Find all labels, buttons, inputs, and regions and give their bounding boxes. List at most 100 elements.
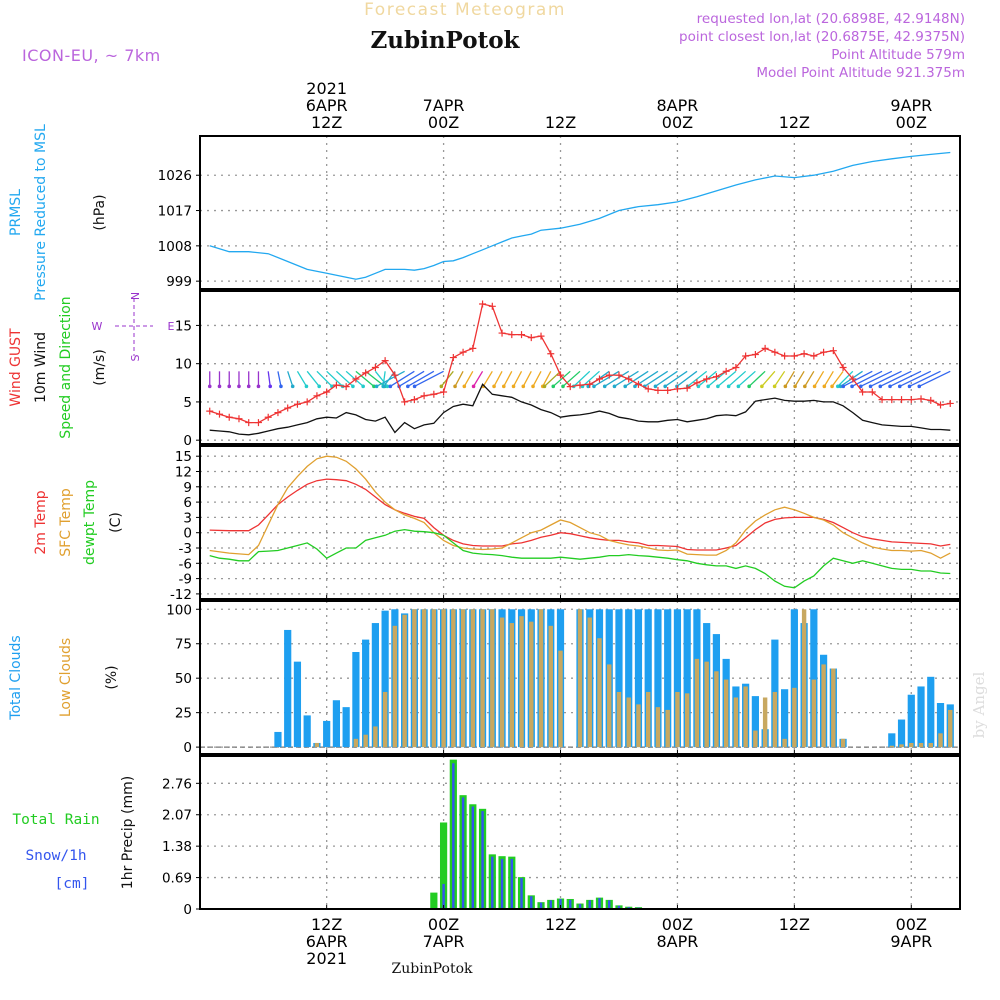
series-marker [595, 375, 603, 383]
wind-barb-head [382, 384, 386, 389]
low-cloud-bar [460, 609, 466, 748]
series-marker [712, 373, 720, 381]
low-cloud-bar [509, 623, 514, 748]
wind-barb-head [830, 384, 834, 389]
wind-barb [837, 370, 854, 387]
snow-bar [617, 905, 621, 909]
series-marker [576, 381, 584, 389]
series-marker [371, 364, 379, 371]
low-cloud-bar [490, 609, 495, 748]
low-cloud-bar [704, 661, 709, 748]
series-marker [537, 332, 545, 340]
low-cloud-bar [480, 609, 485, 748]
y-axis-label: 1hr Precip (mm) [120, 776, 136, 889]
y-tick-label: 10 [175, 357, 192, 373]
wind-barb-head [256, 384, 261, 389]
series-marker [225, 413, 233, 421]
y-axis-label: Total Clouds [8, 635, 24, 720]
low-cloud-bar [353, 738, 359, 748]
series-line [209, 528, 951, 589]
low-cloud-bar [548, 625, 553, 748]
wind-barb-head [561, 384, 565, 389]
compass-n-label: N [129, 292, 142, 300]
series-marker [907, 396, 915, 404]
y-tick-label: -12 [170, 587, 192, 603]
y-tick-label: 999 [166, 274, 192, 290]
bottom-time-label: 12Z [545, 915, 576, 934]
series-marker [644, 385, 652, 393]
bottom-time-label: 9APR [890, 932, 932, 951]
wind-barb-head [803, 384, 807, 389]
series-marker [518, 331, 526, 339]
wind-barb [277, 371, 282, 387]
total-cloud-bar [371, 623, 379, 748]
series-marker [313, 392, 321, 400]
wind-barb-head [531, 384, 535, 389]
series-marker [683, 384, 691, 392]
series-marker [342, 383, 350, 391]
credit-watermark: by Angel [970, 671, 988, 738]
y-tick-label: 0 [183, 740, 192, 756]
wind-barb-head [783, 384, 788, 389]
total-cloud-bar [303, 715, 311, 748]
model-altitude: Model Point Altitude 921.375m [756, 65, 965, 81]
wind-barb [831, 370, 844, 387]
low-cloud-bar [684, 693, 690, 748]
series-marker [401, 398, 409, 406]
bottom-time-label: 2021 [306, 949, 347, 968]
wind-barb-head [602, 384, 607, 389]
total-cloud-bar [274, 731, 282, 748]
wind-barb-head [551, 384, 556, 389]
snow-bar [461, 797, 465, 909]
wind-barb [784, 370, 795, 387]
low-cloud-bar [909, 742, 914, 748]
snow-bar [491, 856, 494, 909]
wind-barb [889, 370, 922, 387]
wind-barb [522, 371, 532, 387]
series-marker [742, 352, 750, 360]
wind-barb [267, 371, 271, 387]
series-marker [206, 407, 214, 415]
wind-barb-head [227, 384, 232, 389]
wind-barb [287, 371, 294, 387]
wind-barb [306, 370, 320, 387]
wind-barb-head [726, 384, 731, 389]
low-cloud-bar [840, 738, 846, 748]
total-cloud-bar [293, 661, 302, 748]
series-marker [323, 388, 331, 396]
low-cloud-bar [314, 742, 320, 748]
wind-barb-head [439, 384, 444, 389]
wind-barb-head [372, 384, 376, 389]
y-tick-label: 6 [183, 495, 192, 511]
low-cloud-bar [382, 691, 388, 748]
precip-panel: 0 0.69 1.38 2.07 2.76 1hr Precip (mm) Total Ra… [12, 755, 961, 918]
snow-bar [608, 900, 611, 909]
super-title: Forecast Meteogram [364, 0, 566, 20]
panel-frame [199, 600, 961, 755]
series-marker [430, 390, 438, 398]
series-marker [459, 348, 467, 356]
wind-barb-head [542, 384, 547, 389]
wind-barb [482, 370, 493, 387]
wind-barb-head [838, 384, 843, 389]
wind-barb-head [868, 384, 873, 389]
y-tick-label: 0 [183, 902, 192, 918]
wind-barb-head [217, 384, 222, 389]
wind-barb [748, 370, 766, 387]
total-cloud-bar [332, 700, 341, 748]
series-marker [673, 385, 681, 393]
wind-barb [414, 370, 444, 387]
rain-bar [439, 822, 448, 909]
wind-barb [493, 371, 503, 387]
low-cloud-bar [821, 664, 826, 748]
wind-barb-head [592, 384, 596, 389]
wind-barb [843, 370, 873, 387]
series-marker [888, 396, 896, 404]
series-marker [352, 375, 360, 383]
wind-barb [717, 370, 737, 387]
low-cloud-bar [558, 650, 563, 748]
low-cloud-bar [753, 730, 758, 748]
low-cloud-bar [918, 742, 924, 748]
wind-barb-head [623, 384, 628, 389]
series-marker [586, 380, 594, 388]
